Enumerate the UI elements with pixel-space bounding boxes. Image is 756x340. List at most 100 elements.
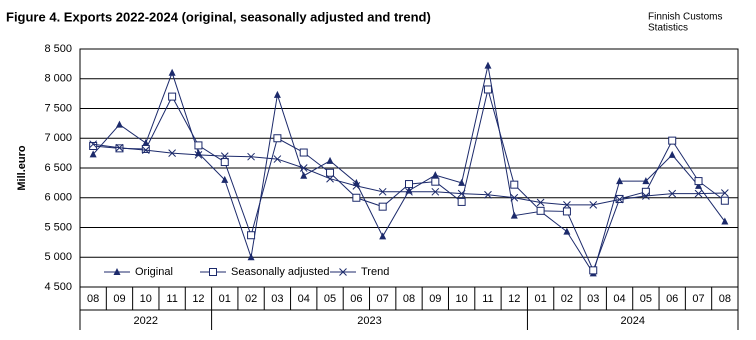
point	[695, 181, 703, 189]
point	[562, 207, 571, 216]
point	[694, 177, 703, 186]
point	[168, 92, 177, 101]
point	[589, 201, 598, 209]
x-tick-label: 08	[87, 293, 99, 305]
x-tick-label: 08	[719, 293, 731, 305]
point	[247, 231, 256, 240]
point	[457, 189, 466, 198]
legend-label: Trend	[361, 266, 389, 278]
point	[720, 189, 729, 197]
point	[379, 232, 387, 240]
y-tick-label: 8 500	[44, 43, 72, 55]
point	[326, 168, 335, 177]
point	[668, 150, 676, 158]
point	[615, 195, 624, 204]
x-tick-label: 11	[166, 293, 177, 305]
point	[352, 181, 361, 190]
x-tick-label: 03	[587, 293, 599, 305]
point	[431, 171, 439, 179]
legend-marker	[113, 268, 121, 275]
x-tick-label: 08	[403, 293, 415, 305]
point	[220, 152, 229, 160]
y-axis-label: Mill.euro	[16, 145, 28, 191]
point	[484, 190, 492, 199]
legend-label: Original	[135, 266, 173, 278]
x-tick-label: 07	[692, 293, 704, 305]
x-tick-label: 10	[140, 293, 152, 305]
point	[326, 174, 334, 183]
x-tick-label: 09	[429, 293, 441, 305]
x-tick-label: 12	[508, 293, 520, 305]
point	[247, 253, 255, 261]
point	[89, 141, 98, 150]
x-tick-label: 09	[113, 293, 125, 305]
point	[589, 266, 598, 275]
point	[194, 151, 203, 159]
x-tick-label: 11	[482, 293, 493, 305]
point	[431, 177, 440, 186]
point	[563, 227, 571, 235]
series-line	[93, 89, 726, 272]
point	[536, 206, 545, 215]
point	[457, 197, 466, 206]
x-tick-label: 07	[377, 293, 389, 305]
source: Statistics	[648, 23, 688, 34]
point	[247, 152, 255, 161]
point	[300, 171, 308, 179]
point	[431, 187, 440, 196]
point	[405, 187, 413, 196]
point	[168, 149, 176, 157]
x-tick-label: 10	[456, 293, 468, 305]
point	[299, 148, 308, 157]
x-tick-label: 06	[666, 293, 678, 305]
point	[563, 201, 571, 209]
point	[115, 143, 124, 152]
point	[352, 193, 361, 202]
x-tick-label: 02	[561, 293, 573, 305]
plot-border	[79, 48, 739, 288]
point	[168, 68, 176, 76]
x-tick-label: 04	[298, 293, 310, 305]
point	[510, 180, 519, 189]
series-line	[92, 65, 726, 275]
point	[721, 217, 729, 225]
point	[720, 196, 729, 205]
y-tick-label: 6 500	[44, 162, 72, 174]
point	[115, 120, 123, 128]
point	[405, 180, 413, 189]
y-tick-label: 7 500	[44, 102, 72, 114]
x-tick-label: 03	[271, 293, 283, 305]
point	[89, 150, 97, 158]
y-tick-label: 8 000	[44, 73, 72, 85]
point	[510, 211, 518, 219]
y-tick-label: 5 000	[44, 251, 72, 263]
point	[89, 140, 98, 149]
point	[141, 146, 150, 155]
legend-marker	[339, 268, 347, 276]
x-tick-label: 02	[245, 293, 257, 305]
point	[694, 189, 703, 198]
x-group-label: 2022	[134, 315, 158, 327]
point	[668, 136, 677, 145]
chart-title: Figure 4. Exports 2022-2024 (original, s…	[6, 9, 431, 24]
y-tick-label: 7 000	[44, 132, 72, 144]
point	[142, 139, 150, 147]
point	[616, 177, 624, 185]
legend-marker	[209, 268, 217, 276]
point	[299, 164, 308, 172]
source: Finnish Customs	[648, 12, 722, 23]
point	[378, 187, 387, 196]
point	[642, 192, 650, 200]
point	[221, 175, 229, 183]
point	[378, 202, 387, 211]
point	[668, 189, 677, 198]
y-tick-label: 5 500	[44, 221, 72, 233]
x-tick-label: 06	[350, 293, 362, 305]
x-tick-label: 05	[324, 293, 336, 305]
point	[458, 178, 466, 186]
point	[141, 144, 150, 153]
x-tick-label: 01	[219, 293, 231, 305]
point	[326, 156, 334, 164]
x-tick-label: 01	[534, 293, 546, 305]
